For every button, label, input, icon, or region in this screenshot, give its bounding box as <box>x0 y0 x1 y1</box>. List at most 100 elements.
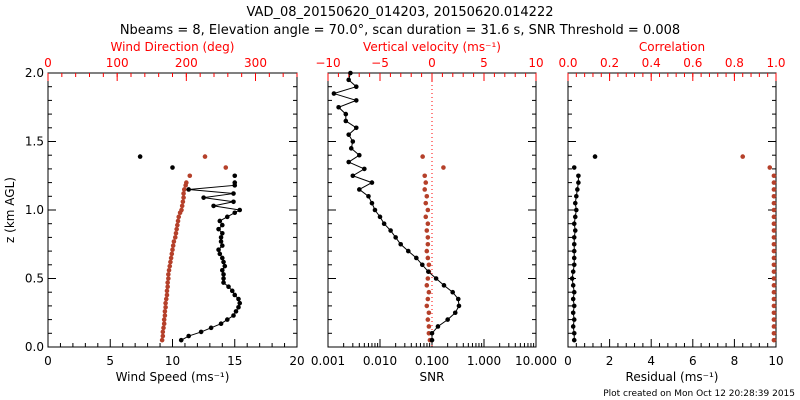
correlation-point <box>771 180 777 185</box>
snr-point <box>343 118 349 124</box>
wind-direction-point <box>161 317 167 322</box>
wind-direction-point <box>171 239 177 244</box>
wind-speed-point <box>137 154 143 159</box>
wind-direction-point <box>184 180 189 185</box>
top-axis-label: Wind Direction (deg) <box>111 40 235 54</box>
wind-speed-point <box>236 304 241 310</box>
x-tick-label: 5 <box>106 354 114 368</box>
wind-direction-point <box>164 288 170 294</box>
top-tick-label: −10 <box>315 56 340 70</box>
top-tick-label: 0 <box>44 56 52 70</box>
vertical-velocity-point <box>425 276 431 281</box>
wind-speed-point <box>186 333 191 339</box>
snr-point <box>348 146 354 151</box>
snr-point <box>353 125 359 131</box>
x-tick-label: 2 <box>606 354 614 368</box>
snr-point <box>433 276 439 281</box>
residual-point <box>574 194 579 199</box>
wind-speed-point <box>201 195 206 200</box>
wind-speed-point <box>178 337 184 343</box>
top-tick-label: 0.2 <box>600 56 619 70</box>
correlation-point <box>771 283 777 288</box>
vertical-velocity-point <box>441 165 446 170</box>
snr-point <box>350 139 356 144</box>
wind-direction-point <box>161 325 166 331</box>
x-axis-label: Residual (ms⁻¹) <box>626 370 719 384</box>
snr-point <box>419 262 425 268</box>
wind-speed-point <box>221 276 226 281</box>
correlation-point <box>771 324 777 329</box>
y-tick-label: 1.5 <box>25 135 44 149</box>
wind-direction-point <box>160 333 166 339</box>
correlation-point <box>771 269 777 274</box>
snr-point <box>414 255 419 261</box>
residual-point <box>571 331 577 336</box>
snr-point <box>346 77 351 83</box>
wind-direction-point <box>159 337 165 343</box>
wind-direction-point <box>223 165 229 170</box>
x-tick-label: 10 <box>768 354 783 368</box>
correlation-point <box>771 241 777 247</box>
snr-point <box>405 248 411 254</box>
correlation-point <box>771 337 777 343</box>
snr-point <box>331 91 337 96</box>
correlation-point <box>740 154 746 159</box>
x-tick-label: 15 <box>227 354 242 368</box>
residual-point <box>592 154 598 159</box>
correlation-point <box>771 187 777 192</box>
snr-point <box>346 132 351 137</box>
snr-point <box>366 194 371 199</box>
wind-direction-point <box>169 251 175 257</box>
wind-speed-point <box>218 321 224 327</box>
y-tick-label: 0.0 <box>25 340 44 354</box>
wind-direction-point <box>162 309 168 314</box>
residual-point <box>576 180 581 185</box>
vertical-velocity-point <box>424 248 430 254</box>
snr-point <box>369 200 375 206</box>
snr-point <box>336 104 341 110</box>
snr-point <box>357 187 362 192</box>
residual-point <box>571 289 577 295</box>
x-tick-label: 0.001 <box>311 354 345 368</box>
wind-direction-point <box>162 313 168 318</box>
top-tick-label: 200 <box>175 56 198 70</box>
wind-speed-point <box>217 251 223 257</box>
vertical-velocity-point <box>424 194 430 199</box>
wind-speed-point <box>224 214 230 220</box>
vertical-velocity-point <box>424 303 430 309</box>
top-tick-label: −5 <box>371 56 389 70</box>
residual-point <box>570 269 576 274</box>
wind-speed-point <box>218 235 224 240</box>
wind-direction-point <box>175 222 180 228</box>
correlation-point <box>771 221 777 226</box>
residual-point <box>571 262 577 268</box>
vertical-velocity-point <box>425 255 431 261</box>
x-tick-label: 10 <box>165 354 180 368</box>
wind-direction-point <box>166 272 171 277</box>
snr-point <box>388 228 393 233</box>
snr-point <box>346 159 351 165</box>
wind-speed-point <box>231 199 236 205</box>
wind-direction-point <box>202 154 208 159</box>
residual-point <box>571 235 577 240</box>
y-tick-label: 1.0 <box>25 203 44 217</box>
wind-speed-point <box>226 284 231 290</box>
wind-direction-point <box>180 199 186 205</box>
x-tick-label: 0.100 <box>415 354 449 368</box>
y-tick-label: 2.0 <box>25 66 44 80</box>
footer-timestamp: Plot created on Mon Oct 12 20:28:39 2015 <box>603 389 795 399</box>
vertical-velocity-point <box>425 207 431 213</box>
vertical-velocity-point <box>425 241 431 247</box>
correlation-point <box>771 296 777 302</box>
correlation-point <box>771 310 777 316</box>
wind-speed-point <box>237 207 243 213</box>
x-tick-label: 4 <box>647 354 655 368</box>
vertical-velocity-point <box>420 154 425 159</box>
wind-direction-point <box>174 226 179 232</box>
snr-point <box>429 337 435 343</box>
wind-speed-point <box>208 325 214 331</box>
snr-point <box>441 283 447 288</box>
wind-direction-point <box>181 187 187 192</box>
wind-speed-point <box>216 226 221 232</box>
